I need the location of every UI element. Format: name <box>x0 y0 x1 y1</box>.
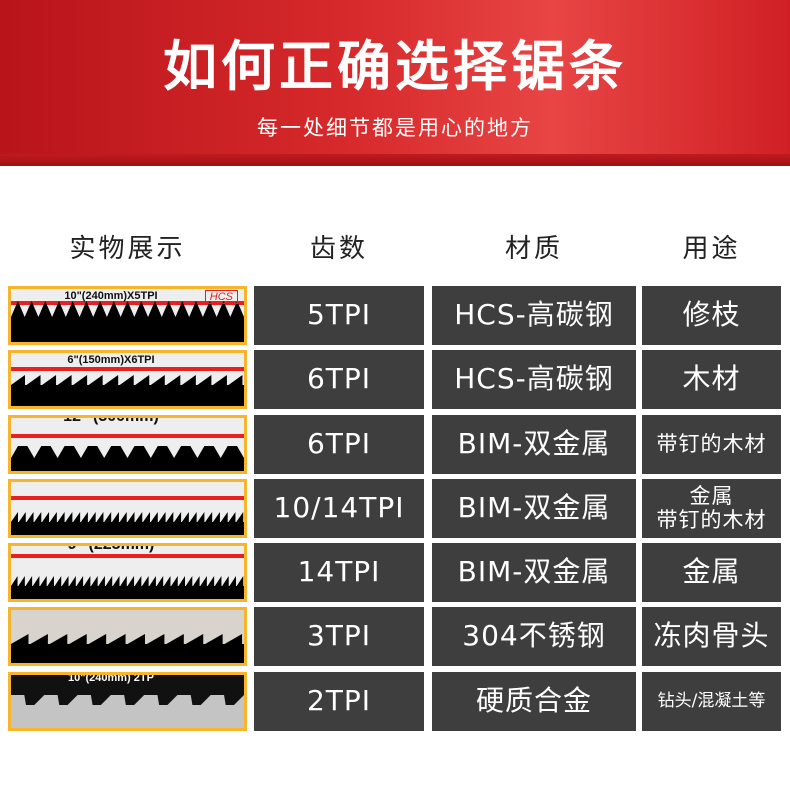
use-cell: 冻肉骨头 <box>642 607 781 666</box>
teeth-count-cell: 5TPI <box>254 286 424 345</box>
material-cell: 304不锈钢 <box>432 607 636 666</box>
blade-teeth <box>11 576 244 599</box>
page-subtitle: 每一处细节都是用心的地方 <box>257 116 533 140</box>
teeth-count-cell: 6TPI <box>254 415 424 474</box>
blade-teeth <box>11 301 244 342</box>
use-cell: 金属 <box>642 543 781 602</box>
table-row: 6"(150mm)X6TPI 6TPI HCS-高碳钢 木材 <box>0 350 790 409</box>
red-stripe <box>11 434 244 438</box>
table-row: 12" (300mm) 6TPI BIM-双金属 带钉的木材 <box>0 415 790 474</box>
saw-blade-image: 6"(150mm)X6TPI <box>8 350 247 409</box>
table-row: 10/14TPI BIM-双金属 金属 带钉的木材 <box>0 479 790 538</box>
table-row: 10"(240mm)X5TPI HCS 5TPI HCS-高碳钢 修枝 <box>0 286 790 345</box>
material-cell: 硬质合金 <box>432 672 636 731</box>
saw-blade-image <box>8 479 247 538</box>
blade-label: 10"(240mm) 2TP <box>68 672 154 684</box>
use-cell: 木材 <box>642 350 781 409</box>
blade-teeth <box>11 634 244 663</box>
column-header-material: 材质 <box>504 234 563 264</box>
saw-blade-image: 10"(240mm)X5TPI HCS <box>8 286 247 345</box>
teeth-count-cell: 6TPI <box>254 350 424 409</box>
material-cell: HCS-高碳钢 <box>432 350 636 409</box>
use-cell: 带钉的木材 <box>642 415 781 474</box>
use-cell: 钻头/混凝土等 <box>642 672 781 731</box>
red-stripe <box>11 554 244 558</box>
table-row: 3TPI 304不锈钢 冻肉骨头 <box>0 607 790 666</box>
hcs-badge: HCS <box>204 290 238 304</box>
blade-label: 9" (225mm) <box>67 543 155 553</box>
red-stripe <box>11 367 244 371</box>
header-banner: 如何正确选择锯条 每一处细节都是用心的地方 <box>0 0 790 166</box>
blade-label: 6"(150mm)X6TPI <box>67 354 155 366</box>
blade-label: 12" (300mm) <box>63 415 159 425</box>
use-cell: 金属 带钉的木材 <box>642 479 781 538</box>
blade-teeth <box>11 375 244 406</box>
table-row: 9" (225mm) 14TPI BIM-双金属 金属 <box>0 543 790 602</box>
material-cell: HCS-高碳钢 <box>432 286 636 345</box>
table-row: 10"(240mm) 2TP 2TPI 硬质合金 钻头/混凝土等 <box>0 672 790 731</box>
column-header-teeth: 齿数 <box>309 234 368 264</box>
teeth-count-cell: 14TPI <box>254 543 424 602</box>
red-stripe <box>11 496 244 500</box>
material-cell: BIM-双金属 <box>432 415 636 474</box>
saw-blade-image <box>8 607 247 666</box>
saw-blade-image: 10"(240mm) 2TP <box>8 672 247 731</box>
page-title: 如何正确选择锯条 <box>163 35 627 98</box>
saw-blade-image: 12" (300mm) <box>8 415 247 474</box>
material-cell: BIM-双金属 <box>432 543 636 602</box>
material-cell: BIM-双金属 <box>432 479 636 538</box>
column-header-use: 用途 <box>682 234 741 264</box>
blade-teeth <box>11 512 244 535</box>
blade-teeth <box>11 675 244 705</box>
saw-blade-image: 9" (225mm) <box>8 543 247 602</box>
teeth-count-cell: 10/14TPI <box>254 479 424 538</box>
teeth-count-cell: 2TPI <box>254 672 424 731</box>
column-header-image: 实物展示 <box>69 234 186 264</box>
blade-label: 10"(240mm)X5TPI <box>64 290 158 302</box>
teeth-count-cell: 3TPI <box>254 607 424 666</box>
blade-teeth <box>11 446 244 471</box>
use-cell: 修枝 <box>642 286 781 345</box>
